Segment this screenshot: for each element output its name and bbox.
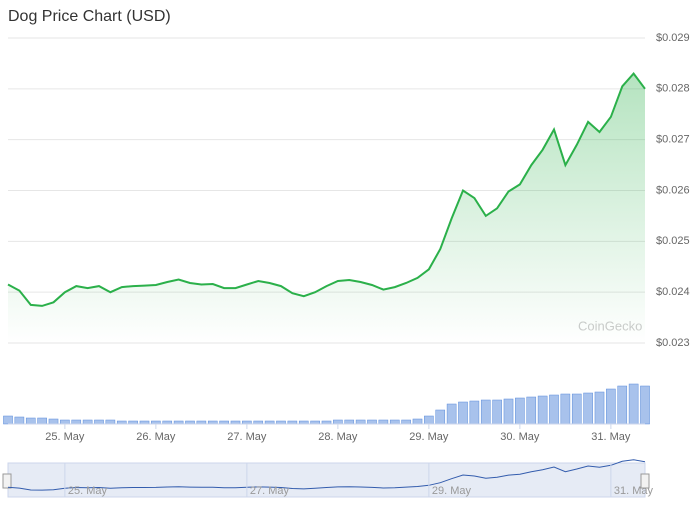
volume-bar [401,419,411,425]
volume-bar [3,415,13,425]
x-tick-label: 25. May [45,431,85,443]
x-tick-label: 30. May [500,431,540,443]
volume-bar [606,388,616,425]
navigator[interactable] [7,462,646,498]
volume-bar [549,394,559,425]
volume-bar [344,419,355,425]
volume-bar [82,419,93,425]
volume-bar [526,396,537,425]
volume-bar [617,385,628,425]
y-tick-label: $0.029 [656,32,690,44]
x-tick-label: 27. May [227,431,267,443]
x-tick-label: 31. May [591,431,631,443]
x-tick-label: 26. May [136,431,176,443]
volume-bar [60,419,70,425]
volume-bar [94,419,104,425]
volume-bar [480,399,491,425]
navigator-label: 29. May [432,485,472,497]
navigator-handle[interactable] [640,473,650,489]
volume-bar [37,417,47,425]
volume-bar [458,401,468,425]
volume-bar [25,417,36,425]
volume-bar [503,398,514,425]
volume-bar [355,419,366,425]
navigator-handle[interactable] [2,473,12,489]
navigator-label: 25. May [68,485,108,497]
volume-bar [378,419,389,425]
volume-bar [14,416,25,425]
volume-bar [435,409,446,425]
navigator-label: 27. May [250,485,290,497]
volume-bar [367,419,377,425]
volume-bar [492,399,502,425]
volume-bar [594,391,605,425]
volume-bar [48,418,59,425]
y-tick-label: $0.025 [656,235,690,247]
x-tick-label: 28. May [318,431,358,443]
navigator-label: 31. May [614,485,654,497]
volume-bar [71,419,82,425]
volume-bar [628,383,639,425]
y-tick-label: $0.028 [656,83,690,95]
volume-bar [105,419,116,425]
volume-bar [640,385,650,425]
price-line [7,72,646,307]
volume-bar [333,419,343,425]
volume-bar [560,393,571,425]
y-tick-label: $0.027 [656,134,690,146]
y-tick-label: $0.026 [656,184,690,196]
volume-bar [389,419,400,425]
x-tick-label: 29. May [409,431,449,443]
y-tick-label: $0.023 [656,337,690,349]
price-area [8,73,645,343]
volume-bar [583,392,593,425]
volume-bar [424,415,434,425]
volume-bar [469,400,480,425]
volume-bar [412,418,423,425]
chart-title: Dog Price Chart (USD) [8,8,171,25]
volume-bar [515,397,525,425]
volume-bar [537,395,548,425]
volume-bar [571,393,582,425]
y-tick-label: $0.024 [656,286,690,298]
navigator-line [7,459,646,491]
volume-bar [446,403,457,425]
